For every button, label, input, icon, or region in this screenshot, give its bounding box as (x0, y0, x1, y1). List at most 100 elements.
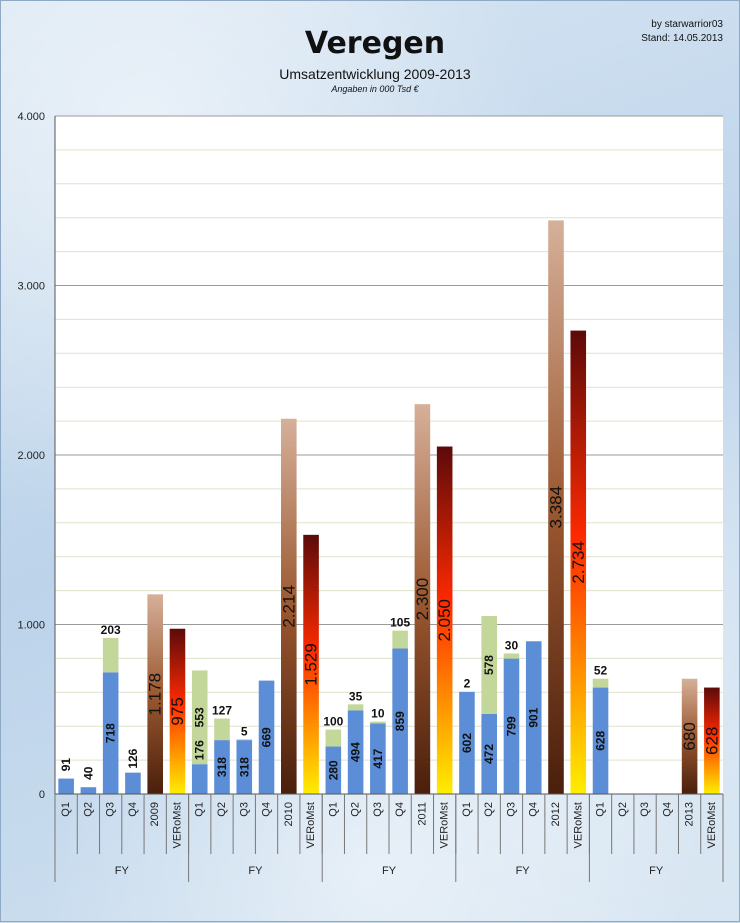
x-tick-label: Q2 (82, 802, 94, 817)
data-label: 799 (504, 716, 518, 736)
data-label: 628 (594, 730, 608, 750)
group-label: FY (516, 865, 531, 877)
x-tick-label: Q4 (394, 802, 406, 817)
units-note: Angaben in 000 Tsd € (330, 84, 419, 94)
x-tick-label: Q1 (327, 802, 339, 817)
data-label: 176 (193, 740, 207, 760)
bar-quarter-extra (214, 719, 230, 741)
data-label: 2.050 (435, 599, 454, 642)
chart-subtitle: Umsatzentwicklung 2009-2013 (279, 66, 471, 82)
x-tick-label: Q4 (127, 802, 139, 817)
bar-quarter (192, 764, 208, 794)
data-label: 10 (371, 707, 385, 721)
group-label: FY (649, 865, 664, 877)
data-label: 2.214 (279, 585, 298, 628)
data-label: 3.384 (547, 486, 566, 529)
data-label: 2 (464, 677, 471, 691)
x-tick-label: Q3 (505, 802, 517, 817)
data-label: 859 (393, 711, 407, 731)
data-label: 52 (594, 664, 608, 678)
x-tick-label: VERoMst (706, 802, 718, 848)
bar-quarter (81, 787, 97, 794)
group-label: FY (115, 865, 130, 877)
bar-quarter-extra (348, 704, 364, 710)
x-tick-label: Q3 (372, 802, 384, 817)
data-label: 975 (168, 697, 187, 725)
group-label: FY (248, 865, 263, 877)
chart-title: Veregen (305, 26, 445, 61)
x-tick-label: VERoMst (171, 802, 183, 848)
x-axis: Q1 Q2 Q3 Q4 2009 VERoMst FY Q1 Q2 Q3 Q4 2010 VERoMst… (55, 794, 723, 882)
x-tick-label: Q1 (595, 802, 607, 817)
data-label: 5 (241, 724, 248, 738)
bar-quarter-extra (504, 653, 520, 658)
bar-quarter-extra (326, 730, 342, 747)
data-label: 1.529 (302, 643, 321, 686)
x-tick-label: Q2 (483, 802, 495, 817)
data-label: 318 (237, 757, 251, 777)
x-tick-label: 2009 (149, 802, 161, 826)
data-label: 680 (680, 722, 699, 750)
data-label: 1.178 (146, 673, 165, 716)
data-label: 203 (101, 623, 121, 637)
x-tick-label: 2011 (416, 802, 428, 826)
x-tick-label: 2013 (684, 802, 696, 826)
y-tick-label: 1.000 (17, 620, 45, 632)
y-tick-label: 0 (39, 789, 45, 801)
bar-quarter (58, 779, 74, 794)
y-tick-label: 4.000 (17, 111, 45, 123)
data-label: 280 (326, 760, 340, 780)
bar-quarter-extra (370, 722, 386, 724)
data-label: 578 (482, 655, 496, 675)
x-tick-label: Q3 (105, 802, 117, 817)
x-tick-label: Q2 (350, 802, 362, 817)
bar-quarter-extra (236, 739, 252, 740)
data-label: 2.734 (569, 541, 588, 584)
bar-quarter-extra (392, 631, 408, 649)
x-tick-label: Q3 (639, 802, 651, 817)
data-label: 602 (460, 733, 474, 753)
data-label: 318 (215, 757, 229, 777)
data-label: 472 (482, 744, 496, 764)
x-tick-label: VERoMst (305, 802, 317, 848)
credit-date: Stand: 14.05.2013 (641, 33, 723, 44)
data-label: 669 (260, 727, 274, 747)
data-label: 40 (81, 766, 95, 780)
x-tick-label: Q1 (194, 802, 206, 817)
x-tick-label: Q2 (617, 802, 629, 817)
data-label: 2.300 (413, 578, 432, 621)
y-tick-label: 3.000 (17, 281, 45, 293)
x-tick-label: Q4 (661, 802, 673, 817)
x-tick-label: Q1 (461, 802, 473, 817)
data-label: 105 (390, 616, 410, 630)
data-label: 127 (212, 704, 232, 718)
x-tick-label: Q4 (528, 802, 540, 817)
data-label: 718 (104, 723, 118, 743)
x-tick-label: Q4 (261, 802, 273, 817)
data-label: 126 (126, 748, 140, 768)
data-label: 35 (349, 689, 363, 703)
x-tick-label: 2010 (283, 802, 295, 826)
bar-quarter (125, 773, 141, 794)
y-axis: 0 1.000 2.000 3.000 4.000 (17, 111, 55, 801)
data-label: 901 (527, 707, 541, 727)
data-label: 628 (702, 727, 721, 755)
data-label: 30 (505, 638, 519, 652)
data-label: 100 (323, 715, 343, 729)
x-tick-label: VERoMst (572, 802, 584, 848)
x-tick-label: 2012 (550, 802, 562, 826)
x-tick-label: VERoMst (439, 802, 451, 848)
x-tick-label: Q2 (216, 802, 228, 817)
data-label: 553 (193, 707, 207, 727)
y-tick-label: 2.000 (17, 450, 45, 462)
bar-quarter-extra (103, 638, 119, 672)
data-label: 417 (371, 748, 385, 768)
data-label: 494 (349, 742, 363, 762)
group-label: FY (382, 865, 397, 877)
bar-quarter-extra (593, 679, 609, 688)
data-label: 91 (59, 758, 73, 772)
x-tick-label: Q1 (60, 802, 72, 817)
credit-author: by starwarrior03 (651, 19, 723, 30)
